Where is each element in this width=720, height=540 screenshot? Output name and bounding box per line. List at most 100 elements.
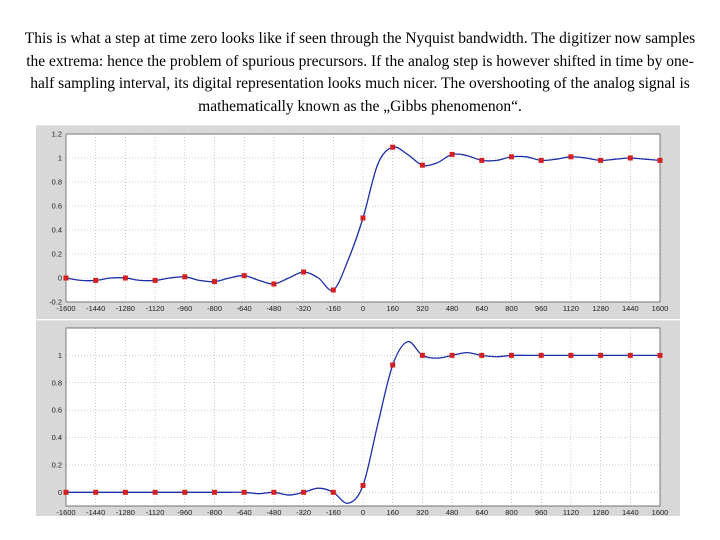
- x-tick-label-0-5: -800: [207, 304, 222, 313]
- y-tick-label-1-0: 0: [58, 488, 62, 497]
- x-tick-label-1-9: -160: [326, 508, 341, 516]
- x-tick-label-0-12: 320: [416, 304, 429, 313]
- sample-point-0-4: [182, 274, 188, 280]
- y-tick-label-0-0: -0.2: [49, 298, 62, 307]
- x-tick-label-0-4: -960: [177, 304, 192, 313]
- sample-point-1-9: [330, 489, 336, 495]
- x-tick-label-1-4: -960: [177, 508, 192, 516]
- sample-point-0-17: [568, 154, 574, 160]
- sample-point-1-16: [538, 352, 544, 358]
- x-tick-label-1-14: 640: [476, 508, 489, 516]
- x-tick-label-0-14: 640: [476, 304, 489, 313]
- y-tick-label-1-1: 0.2: [52, 460, 62, 469]
- x-tick-label-0-1: -1440: [86, 304, 105, 313]
- sample-point-1-17: [568, 352, 574, 358]
- y-tick-label-0-4: 0.6: [52, 202, 62, 211]
- y-tick-label-1-3: 0.6: [52, 406, 62, 415]
- x-tick-label-1-16: 960: [535, 508, 548, 516]
- x-tick-label-0-0: -1600: [56, 304, 75, 313]
- x-tick-label-1-7: -480: [266, 508, 281, 516]
- x-tick-label-0-17: 1120: [563, 304, 579, 313]
- x-tick-label-1-13: 480: [446, 508, 459, 516]
- y-tick-label-0-5: 0.8: [52, 178, 62, 187]
- sample-point-0-12: [419, 162, 425, 168]
- plot-area-1: [65, 327, 661, 507]
- sample-point-0-3: [152, 277, 158, 283]
- sample-point-0-6: [241, 273, 247, 279]
- sample-point-0-1: [93, 277, 99, 283]
- x-tick-label-1-1: -1440: [86, 508, 105, 516]
- sample-point-0-11: [390, 144, 396, 150]
- x-tick-label-0-8: -320: [296, 304, 311, 313]
- bottom-step-chart: -1600 -1440 -1280 -1120 -960 -800 -640 -480 -320…: [52, 327, 669, 516]
- sample-point-1-8: [301, 489, 307, 495]
- sample-point-1-13: [449, 352, 455, 358]
- x-tick-label-0-18: 1280: [592, 304, 609, 313]
- sample-point-0-2: [122, 275, 128, 281]
- x-tick-label-1-18: 1280: [592, 508, 609, 516]
- x-tick-label-0-11: 160: [386, 304, 399, 313]
- bottom-plot-panel: -1600 -1440 -1280 -1120 -960 -800 -640 -480 -320…: [36, 320, 680, 516]
- sample-point-1-7: [271, 489, 277, 495]
- sample-point-1-18: [598, 352, 604, 358]
- x-tick-label-1-19: 1440: [622, 508, 639, 516]
- sample-point-0-19: [627, 155, 633, 161]
- x-tick-label-1-0: -1600: [56, 508, 75, 516]
- x-tick-label-0-7: -480: [266, 304, 281, 313]
- sample-point-0-10: [360, 215, 366, 221]
- sample-point-0-9: [330, 287, 336, 293]
- sample-point-1-19: [627, 352, 633, 358]
- x-tick-label-1-17: 1120: [563, 508, 579, 516]
- y-tick-label-1-2: 0.4: [52, 433, 62, 442]
- sample-point-0-20: [657, 157, 663, 163]
- x-tick-label-0-15: 800: [505, 304, 518, 313]
- sample-point-0-14: [479, 157, 485, 163]
- x-tick-label-0-9: -160: [326, 304, 341, 313]
- y-tick-label-1-4: 0.8: [52, 378, 62, 387]
- x-tick-label-1-11: 160: [386, 508, 399, 516]
- sample-point-1-4: [182, 489, 188, 495]
- y-tick-label-0-7: 1.2: [52, 130, 62, 139]
- x-tick-label-1-8: -320: [296, 508, 311, 516]
- y-tick-label-0-1: 0: [58, 274, 62, 283]
- sample-point-1-20: [657, 352, 663, 358]
- sample-point-0-13: [449, 151, 455, 157]
- x-tick-label-0-19: 1440: [622, 304, 639, 313]
- x-tick-label-1-20: 1600: [652, 508, 669, 516]
- top-plot-panel: -1600 -1440 -1280 -1120 -960 -800 -640 -480 -320…: [36, 125, 680, 319]
- x-tick-label-0-2: -1280: [116, 304, 135, 313]
- sample-point-0-7: [271, 281, 277, 287]
- x-tick-label-1-15: 800: [505, 508, 518, 516]
- y-tick-label-0-2: 0.2: [52, 250, 62, 259]
- sample-point-1-6: [241, 489, 247, 495]
- y-tick-label-1-5: 1: [58, 351, 62, 360]
- sample-point-1-1: [93, 489, 99, 495]
- sample-point-1-15: [509, 352, 514, 358]
- sample-point-0-16: [538, 157, 544, 163]
- top-step-chart: -1600 -1440 -1280 -1120 -960 -800 -640 -480 -320…: [49, 130, 669, 314]
- x-tick-label-0-3: -1120: [146, 304, 165, 313]
- x-tick-label-0-13: 480: [446, 304, 459, 313]
- sample-point-0-18: [598, 157, 604, 163]
- x-tick-label-1-5: -800: [207, 508, 222, 516]
- x-tick-label-0-10: 0: [361, 304, 365, 313]
- x-tick-label-0-6: -640: [237, 304, 252, 313]
- sample-point-1-14: [479, 352, 485, 358]
- sample-point-0-0: [63, 275, 69, 281]
- sample-point-1-12: [419, 352, 425, 358]
- sample-point-1-5: [212, 489, 217, 495]
- y-tick-label-0-3: 0.4: [52, 226, 62, 235]
- sample-point-0-15: [509, 154, 514, 160]
- sample-point-1-11: [390, 362, 396, 368]
- sample-point-1-2: [122, 489, 128, 495]
- sample-point-1-10: [360, 482, 366, 488]
- x-tick-label-1-10: 0: [361, 508, 365, 516]
- x-tick-label-1-3: -1120: [146, 508, 165, 516]
- sample-point-1-3: [152, 489, 158, 495]
- sample-point-1-0: [63, 489, 69, 495]
- sample-point-0-5: [212, 279, 217, 285]
- x-tick-label-0-20: 1600: [652, 304, 669, 313]
- x-tick-label-1-6: -640: [237, 508, 252, 516]
- x-tick-label-0-16: 960: [535, 304, 548, 313]
- x-tick-label-1-2: -1280: [116, 508, 135, 516]
